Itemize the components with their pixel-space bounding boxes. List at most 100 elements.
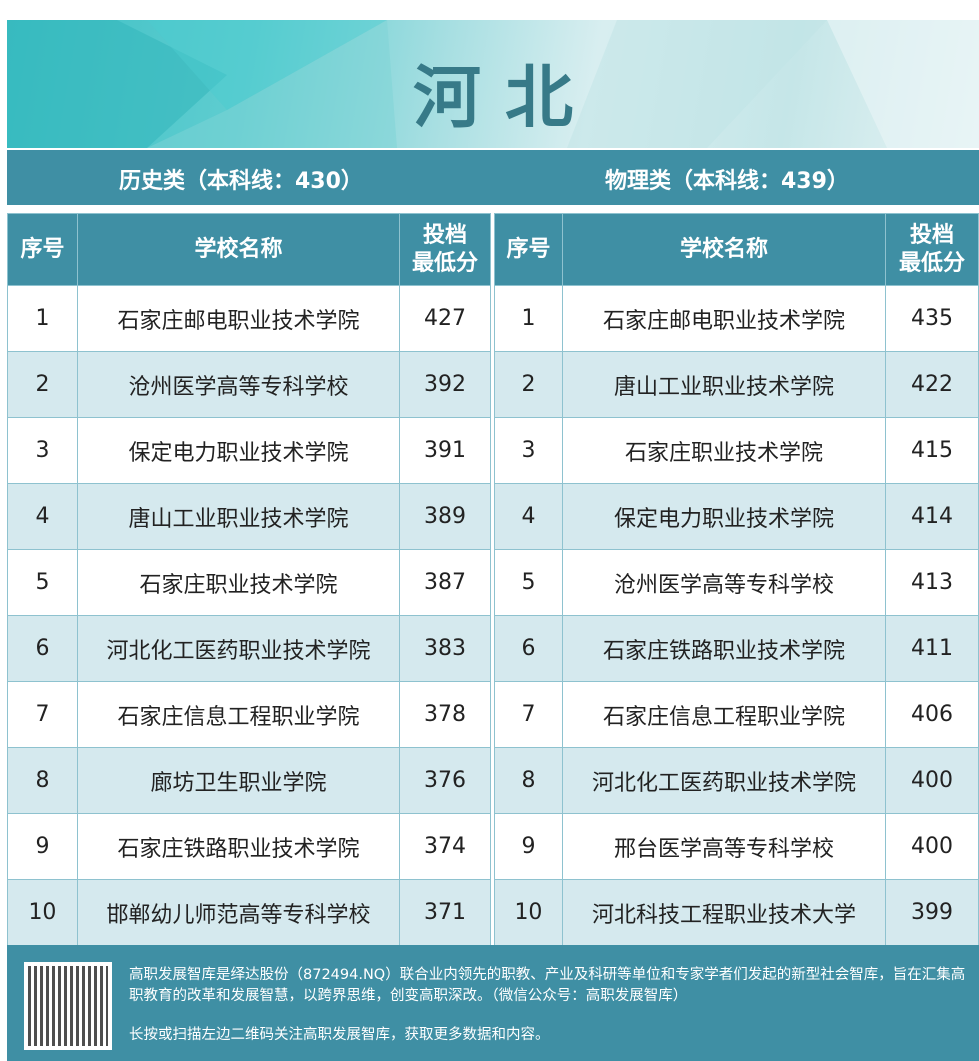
header-school: 学校名称 xyxy=(561,213,887,286)
category-bar: 历史类（本科线：430） 物理类（本科线：439） xyxy=(7,150,979,205)
cell-score: 392 xyxy=(399,351,491,418)
cell-school: 石家庄信息工程职业学院 xyxy=(76,681,401,748)
physics-label: 物理类（本科线：439） xyxy=(605,169,849,194)
cell-index: 5 xyxy=(494,549,563,616)
cell-score: 427 xyxy=(399,285,491,352)
header-school: 学校名称 xyxy=(76,213,401,286)
cell-school: 邢台医学高等专科学校 xyxy=(561,813,887,880)
cell-school: 石家庄信息工程职业学院 xyxy=(561,681,887,748)
history-label: 历史类（本科线：430） xyxy=(119,169,363,194)
cell-index: 7 xyxy=(494,681,563,748)
cell-score: 413 xyxy=(885,549,979,616)
cell-school: 沧州医学高等专科学校 xyxy=(561,549,887,616)
history-table: 序号 学校名称 投档 最低分 1 石家庄邮电职业技术学院 427 2 沧州医学高等专科学校 392… xyxy=(7,213,491,946)
cell-index: 2 xyxy=(7,351,78,418)
banner: 河北 xyxy=(7,20,979,148)
cell-index: 4 xyxy=(494,483,563,550)
cell-school: 保定电力职业技术学院 xyxy=(561,483,887,550)
cell-school: 唐山工业职业技术学院 xyxy=(561,351,887,418)
cell-score: 399 xyxy=(885,879,979,946)
banner-pattern xyxy=(7,20,979,148)
table-header: 序号 学校名称 投档 最低分 xyxy=(7,213,491,286)
cell-index: 4 xyxy=(7,483,78,550)
table-row: 7 石家庄信息工程职业学院 406 xyxy=(494,681,979,748)
cell-score: 374 xyxy=(399,813,491,880)
table-row: 6 石家庄铁路职业技术学院 411 xyxy=(494,615,979,682)
cell-school: 石家庄职业技术学院 xyxy=(76,549,401,616)
table-row: 1 石家庄邮电职业技术学院 435 xyxy=(494,285,979,352)
cell-score: 378 xyxy=(399,681,491,748)
table-header: 序号 学校名称 投档 最低分 xyxy=(494,213,979,286)
cell-score: 383 xyxy=(399,615,491,682)
cell-index: 1 xyxy=(7,285,78,352)
table-row: 8 河北化工医药职业技术学院 400 xyxy=(494,747,979,814)
qr-code[interactable] xyxy=(24,962,112,1050)
table-row: 2 唐山工业职业技术学院 422 xyxy=(494,351,979,418)
cell-school: 河北化工医药职业技术学院 xyxy=(561,747,887,814)
header-score: 投档 最低分 xyxy=(399,213,491,286)
table-row: 3 保定电力职业技术学院 391 xyxy=(7,417,491,484)
header-score: 投档 最低分 xyxy=(885,213,979,286)
cell-index: 9 xyxy=(494,813,563,880)
cell-school: 石家庄铁路职业技术学院 xyxy=(76,813,401,880)
cell-score: 406 xyxy=(885,681,979,748)
cell-score: 435 xyxy=(885,285,979,352)
page-title: 河北 xyxy=(412,59,597,138)
header-index: 序号 xyxy=(494,213,563,286)
table-row: 8 廊坊卫生职业学院 376 xyxy=(7,747,491,814)
table-row: 6 河北化工医药职业技术学院 383 xyxy=(7,615,491,682)
cell-score: 415 xyxy=(885,417,979,484)
footer-description: 高职发展智库是绎达股份（872494.NQ）联合业内领先的职教、产业及科研等单位… xyxy=(129,967,966,1004)
cell-index: 2 xyxy=(494,351,563,418)
cell-school: 唐山工业职业技术学院 xyxy=(76,483,401,550)
table-row: 9 邢台医学高等专科学校 400 xyxy=(494,813,979,880)
cell-school: 石家庄邮电职业技术学院 xyxy=(76,285,401,352)
table-row: 5 沧州医学高等专科学校 413 xyxy=(494,549,979,616)
cell-index: 3 xyxy=(7,417,78,484)
cell-index: 7 xyxy=(7,681,78,748)
footer: 高职发展智库是绎达股份（872494.NQ）联合业内领先的职教、产业及科研等单位… xyxy=(7,945,979,1061)
cell-score: 422 xyxy=(885,351,979,418)
cell-school: 石家庄职业技术学院 xyxy=(561,417,887,484)
cell-index: 8 xyxy=(7,747,78,814)
cell-score: 400 xyxy=(885,813,979,880)
cell-school: 河北化工医药职业技术学院 xyxy=(76,615,401,682)
cell-index: 10 xyxy=(494,879,563,946)
cell-index: 6 xyxy=(7,615,78,682)
cell-score: 376 xyxy=(399,747,491,814)
cell-index: 10 xyxy=(7,879,78,946)
cell-index: 3 xyxy=(494,417,563,484)
cell-index: 9 xyxy=(7,813,78,880)
table-row: 10 河北科技工程职业技术大学 399 xyxy=(494,879,979,946)
cell-school: 石家庄邮电职业技术学院 xyxy=(561,285,887,352)
cell-school: 石家庄铁路职业技术学院 xyxy=(561,615,887,682)
header-index: 序号 xyxy=(7,213,78,286)
cell-score: 371 xyxy=(399,879,491,946)
cell-score: 387 xyxy=(399,549,491,616)
table-row: 4 唐山工业职业技术学院 389 xyxy=(7,483,491,550)
cell-score: 414 xyxy=(885,483,979,550)
cell-school: 保定电力职业技术学院 xyxy=(76,417,401,484)
cell-score: 400 xyxy=(885,747,979,814)
cell-index: 8 xyxy=(494,747,563,814)
cell-school: 邯郸幼儿师范高等专科学校 xyxy=(76,879,401,946)
table-row: 4 保定电力职业技术学院 414 xyxy=(494,483,979,550)
table-row: 1 石家庄邮电职业技术学院 427 xyxy=(7,285,491,352)
cell-index: 1 xyxy=(494,285,563,352)
table-row: 2 沧州医学高等专科学校 392 xyxy=(7,351,491,418)
cell-index: 6 xyxy=(494,615,563,682)
cell-score: 411 xyxy=(885,615,979,682)
physics-table: 序号 学校名称 投档 最低分 1 石家庄邮电职业技术学院 435 2 唐山工业职业技术学院 422… xyxy=(494,213,979,946)
cell-index: 5 xyxy=(7,549,78,616)
table-row: 5 石家庄职业技术学院 387 xyxy=(7,549,491,616)
cell-school: 廊坊卫生职业学院 xyxy=(76,747,401,814)
footer-cta: 长按或扫描左边二维码关注高职发展智库，获取更多数据和内容。 xyxy=(129,1027,550,1043)
table-row: 7 石家庄信息工程职业学院 378 xyxy=(7,681,491,748)
cell-school: 沧州医学高等专科学校 xyxy=(76,351,401,418)
cell-score: 391 xyxy=(399,417,491,484)
table-row: 9 石家庄铁路职业技术学院 374 xyxy=(7,813,491,880)
table-row: 3 石家庄职业技术学院 415 xyxy=(494,417,979,484)
cell-school: 河北科技工程职业技术大学 xyxy=(561,879,887,946)
table-row: 10 邯郸幼儿师范高等专科学校 371 xyxy=(7,879,491,946)
cell-score: 389 xyxy=(399,483,491,550)
